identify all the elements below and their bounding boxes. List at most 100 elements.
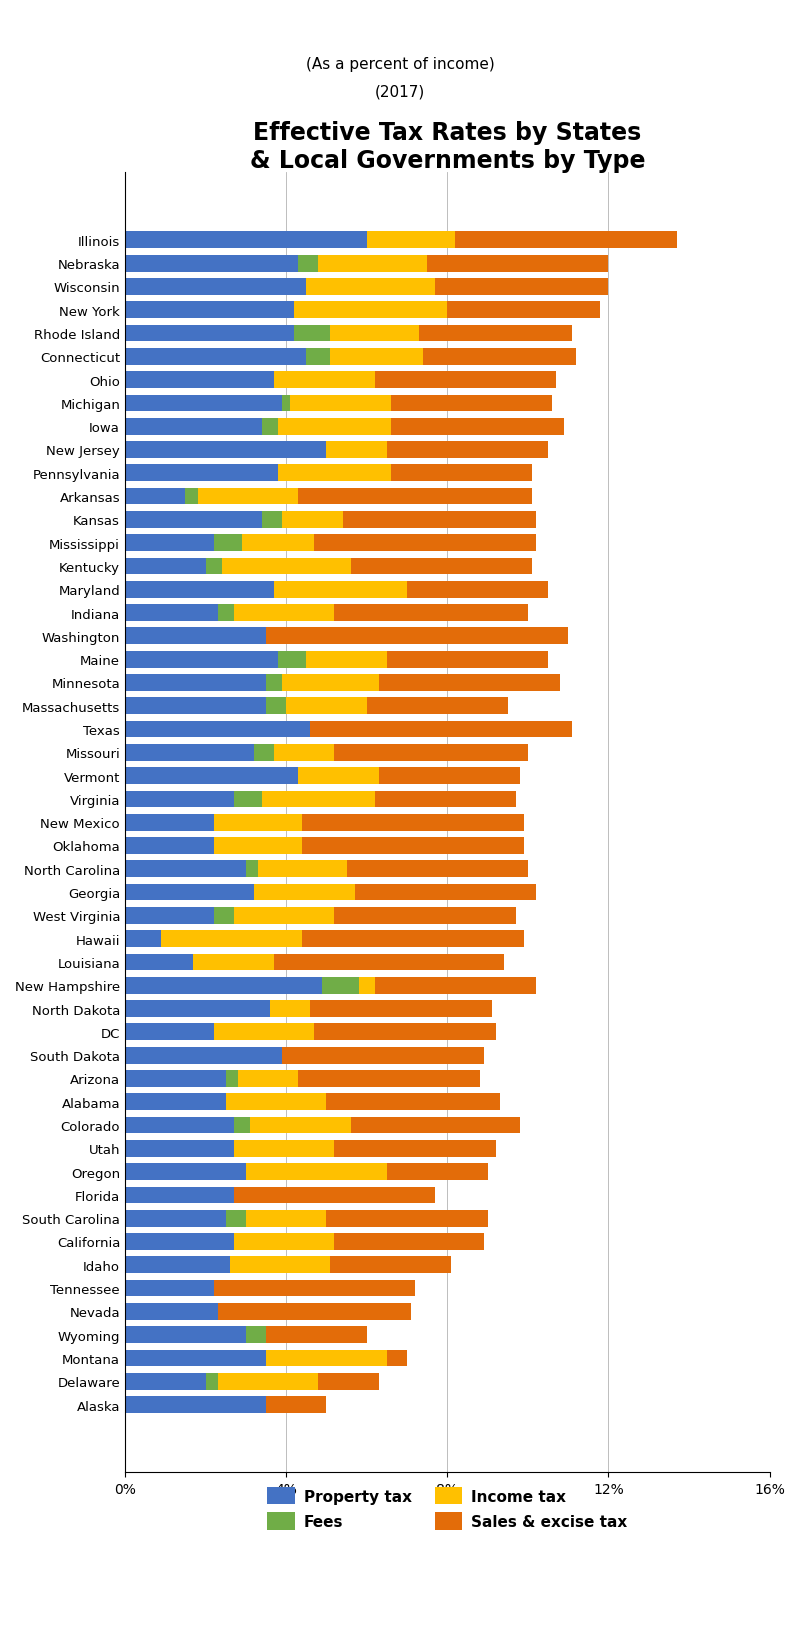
Bar bbox=[346, 861, 528, 877]
Bar bbox=[326, 442, 387, 458]
Bar bbox=[242, 535, 314, 551]
Bar bbox=[374, 978, 536, 994]
Bar bbox=[250, 1117, 350, 1134]
Bar bbox=[218, 605, 234, 621]
Bar bbox=[246, 1164, 387, 1180]
Bar bbox=[262, 791, 374, 808]
Bar bbox=[387, 1164, 487, 1180]
Bar bbox=[326, 1094, 500, 1110]
Bar bbox=[419, 326, 572, 342]
Bar bbox=[262, 419, 278, 435]
Bar bbox=[318, 1372, 378, 1390]
Bar bbox=[334, 745, 528, 761]
Bar bbox=[125, 557, 206, 575]
Bar bbox=[266, 1397, 326, 1413]
Bar bbox=[125, 1257, 230, 1273]
Bar bbox=[125, 1094, 226, 1110]
Bar bbox=[214, 1024, 314, 1040]
Bar bbox=[125, 675, 266, 691]
Bar bbox=[310, 720, 572, 738]
Text: (As a percent of income): (As a percent of income) bbox=[306, 57, 494, 72]
Bar bbox=[282, 1046, 483, 1064]
Bar bbox=[125, 931, 162, 947]
Title: Effective Tax Rates by States
& Local Governments by Type: Effective Tax Rates by States & Local Go… bbox=[250, 121, 645, 173]
Bar bbox=[306, 279, 435, 295]
Bar bbox=[266, 675, 282, 691]
Bar bbox=[226, 1094, 326, 1110]
Bar bbox=[302, 931, 524, 947]
Bar bbox=[234, 908, 334, 924]
Bar bbox=[378, 675, 560, 691]
Bar bbox=[234, 605, 334, 621]
Bar bbox=[314, 535, 536, 551]
Bar bbox=[330, 326, 419, 342]
Bar bbox=[125, 279, 306, 295]
Bar bbox=[374, 791, 516, 808]
Bar bbox=[374, 372, 556, 388]
Bar bbox=[125, 1397, 266, 1413]
Bar bbox=[298, 1071, 479, 1087]
Bar bbox=[162, 931, 302, 947]
Bar bbox=[298, 489, 532, 505]
Bar bbox=[326, 1209, 487, 1227]
Bar bbox=[125, 1280, 214, 1297]
Bar bbox=[302, 815, 524, 831]
Bar bbox=[234, 1234, 334, 1250]
Bar bbox=[125, 1164, 246, 1180]
Bar bbox=[125, 838, 214, 854]
Bar bbox=[334, 1141, 496, 1157]
Bar bbox=[214, 815, 302, 831]
Bar bbox=[274, 745, 334, 761]
Bar bbox=[334, 605, 528, 621]
Bar bbox=[125, 349, 306, 365]
Bar bbox=[206, 557, 222, 575]
Bar bbox=[290, 394, 391, 412]
Bar bbox=[342, 512, 536, 528]
Bar bbox=[214, 908, 234, 924]
Bar bbox=[358, 978, 374, 994]
Bar bbox=[330, 349, 423, 365]
Bar bbox=[258, 861, 346, 877]
Bar bbox=[274, 582, 407, 598]
Bar bbox=[282, 512, 342, 528]
Bar bbox=[125, 605, 218, 621]
Bar bbox=[214, 1280, 415, 1297]
Bar bbox=[125, 1046, 282, 1064]
Bar bbox=[125, 442, 326, 458]
Bar bbox=[366, 233, 455, 249]
Bar bbox=[125, 1024, 214, 1040]
Bar bbox=[391, 465, 532, 482]
Bar bbox=[125, 1071, 226, 1087]
Bar bbox=[125, 372, 274, 388]
Bar bbox=[125, 1141, 234, 1157]
Bar bbox=[125, 535, 214, 551]
Bar bbox=[234, 1187, 435, 1203]
Bar bbox=[254, 745, 274, 761]
Bar bbox=[125, 256, 298, 272]
Bar bbox=[125, 582, 274, 598]
Bar bbox=[125, 698, 266, 714]
Bar bbox=[218, 1304, 411, 1320]
Bar bbox=[125, 419, 262, 435]
Bar bbox=[125, 954, 194, 971]
Bar bbox=[125, 233, 366, 249]
Bar bbox=[125, 861, 246, 877]
Bar bbox=[310, 1001, 491, 1017]
Bar bbox=[125, 489, 186, 505]
Bar bbox=[125, 1187, 234, 1203]
Bar bbox=[266, 698, 286, 714]
Bar bbox=[378, 768, 520, 784]
Bar bbox=[125, 512, 262, 528]
Text: (2017): (2017) bbox=[375, 85, 425, 99]
Bar bbox=[278, 465, 391, 482]
Bar bbox=[125, 791, 234, 808]
Bar bbox=[125, 1350, 266, 1366]
Bar bbox=[125, 720, 310, 738]
Bar bbox=[125, 978, 322, 994]
Bar bbox=[366, 698, 508, 714]
Bar bbox=[234, 1117, 250, 1134]
Bar bbox=[266, 1350, 387, 1366]
Bar bbox=[125, 652, 278, 668]
Bar bbox=[387, 1350, 407, 1366]
Legend: Property tax, Fees, Income tax, Sales & excise tax: Property tax, Fees, Income tax, Sales & … bbox=[261, 1480, 634, 1535]
